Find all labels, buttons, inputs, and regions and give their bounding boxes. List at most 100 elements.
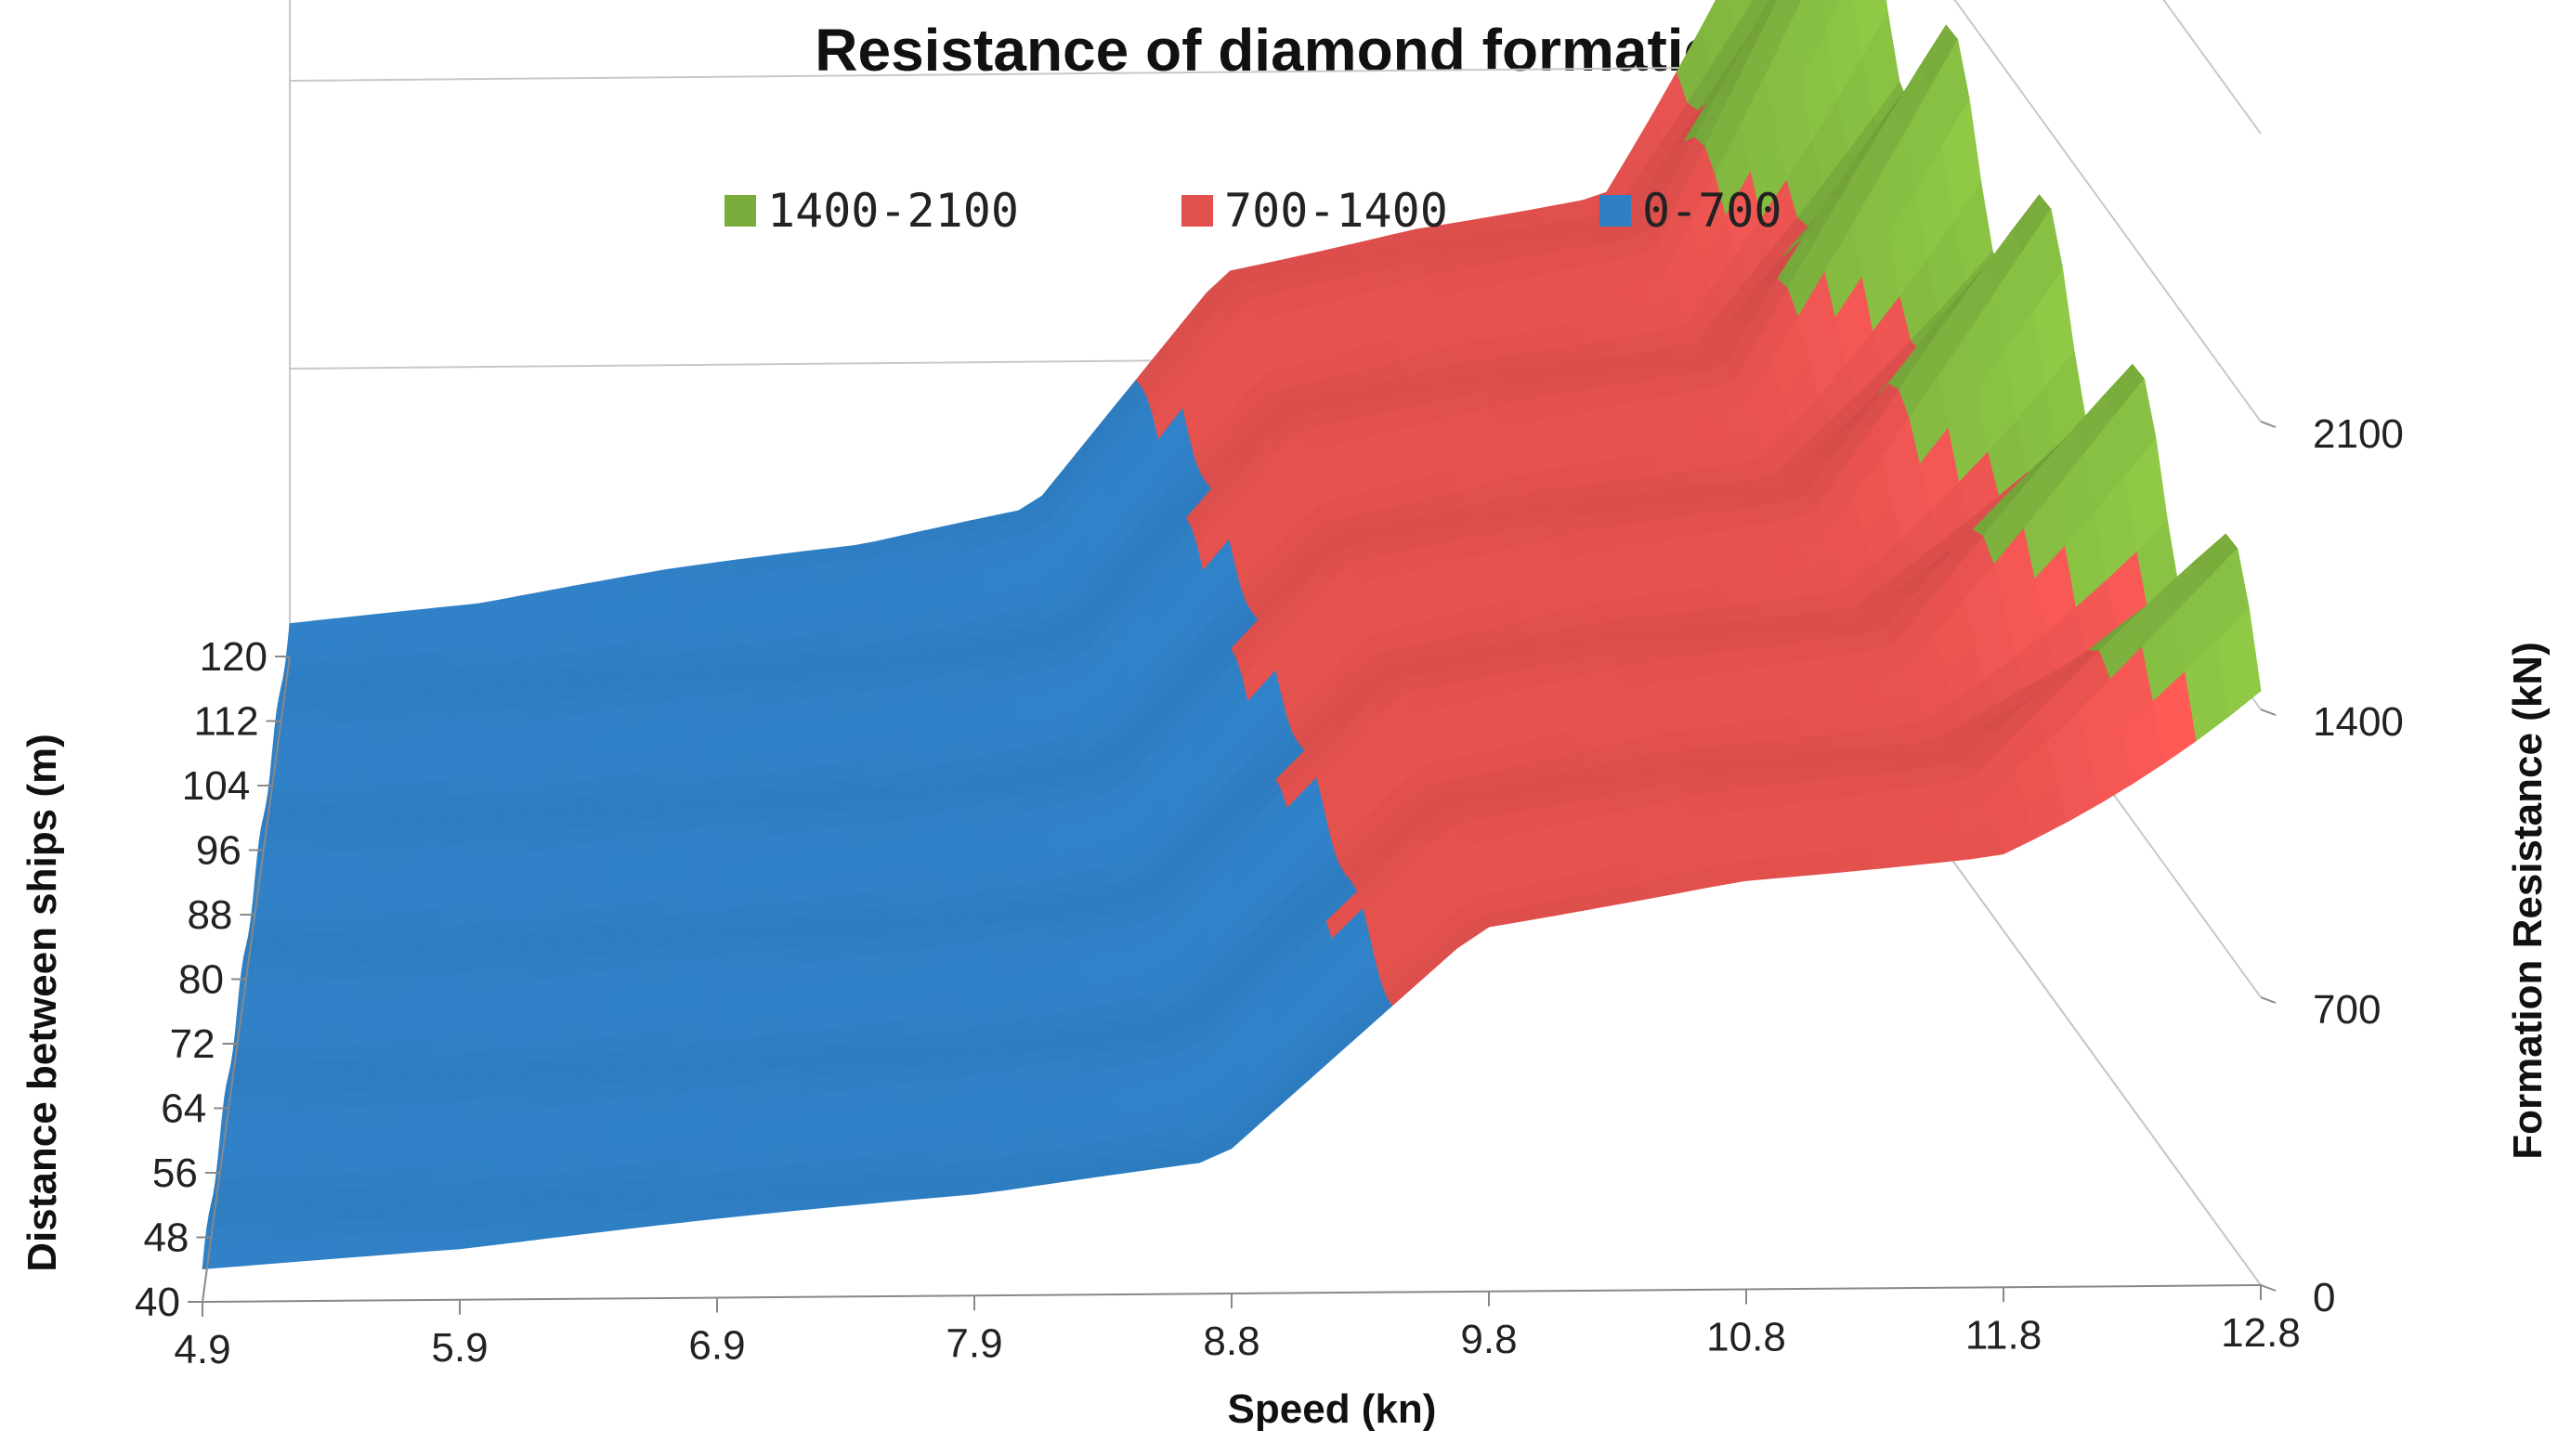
- surface-cell: [404, 630, 431, 656]
- surface-cell: [763, 591, 791, 621]
- surface-cell: [828, 870, 859, 898]
- surface-cell: [741, 836, 772, 864]
- surface-cell: [731, 753, 761, 778]
- surface-cell: [424, 700, 451, 719]
- surface-cell: [308, 1129, 343, 1156]
- surface-cell: [307, 1151, 341, 1176]
- surface-cell: [645, 635, 672, 659]
- surface-cell: [224, 1084, 257, 1099]
- surface-cell: [382, 610, 409, 637]
- surface-cell: [313, 813, 343, 826]
- surface-cell: [254, 1082, 287, 1098]
- surface-cell: [440, 924, 470, 940]
- surface-cell: [841, 625, 870, 648]
- surface-cell: [727, 993, 760, 1022]
- surface-cell: [633, 852, 662, 882]
- y-tick-label: 48: [143, 1216, 189, 1261]
- surface-cell: [640, 1006, 672, 1034]
- surface-cell: [338, 822, 368, 837]
- surface-cell: [413, 907, 443, 929]
- surface-cell: [617, 1162, 650, 1183]
- surface-cell: [324, 963, 356, 982]
- surface-cell: [611, 1010, 643, 1037]
- surface-cell: [428, 628, 454, 654]
- surface-cell: [390, 831, 419, 850]
- surface-cell: [387, 865, 418, 892]
- surface-cell: [355, 656, 382, 675]
- surface-cell: [717, 623, 745, 649]
- surface-cell: [263, 1005, 295, 1032]
- surface-cell: [416, 844, 445, 867]
- surface-cell: [829, 892, 862, 914]
- y-tick-label: 96: [196, 828, 241, 874]
- surface-cell: [245, 1156, 280, 1180]
- surface-cell: [727, 707, 757, 735]
- surface-cell: [729, 729, 759, 759]
- surface-cell: [646, 1112, 679, 1141]
- surface-cell: [357, 635, 384, 660]
- x-tick-label: 7.9: [946, 1320, 1002, 1366]
- surface-cell: [368, 1168, 401, 1189]
- surface-cell: [524, 612, 550, 641]
- surface-cell: [276, 696, 305, 712]
- surface-cell: [411, 939, 442, 951]
- surface-cell: [863, 1106, 898, 1136]
- surface-cell: [340, 812, 369, 825]
- surface-cell: [375, 1056, 408, 1072]
- surface-cell: [442, 861, 472, 888]
- surface-cell: [334, 1199, 369, 1211]
- surface-cell: [703, 734, 733, 762]
- surface-cell: [404, 1067, 437, 1080]
- surface-cell: [524, 635, 550, 660]
- legend: 1400-2100 700-1400 0-700: [724, 184, 1782, 238]
- surface-cell: [500, 617, 526, 645]
- surface-cell: [639, 982, 671, 1011]
- surface-cell: [582, 1035, 614, 1057]
- surface-cell: [376, 682, 404, 695]
- surface-cell: [2216, 607, 2262, 718]
- surface-cell: [882, 862, 915, 890]
- surface-cell: [334, 615, 361, 642]
- surface-cell: [303, 1200, 337, 1212]
- surface-cell: [291, 789, 320, 807]
- surface-cell: [774, 900, 806, 919]
- surface-cell: [741, 1146, 776, 1171]
- surface-cell: [610, 986, 642, 1016]
- surface-cell: [930, 1144, 966, 1167]
- surface-cell: [714, 577, 741, 605]
- surface-cell: [783, 745, 813, 772]
- surface-cell: [714, 840, 745, 869]
- surface-cell: [332, 893, 362, 918]
- surface-cell: [426, 668, 453, 683]
- surface-cell: [755, 725, 785, 755]
- x-tick-label: 5.9: [431, 1325, 488, 1371]
- surface-cell: [620, 617, 646, 645]
- surface-cell: [832, 1110, 867, 1139]
- surface-cell: [266, 1239, 301, 1265]
- surface-cell: [524, 741, 551, 770]
- surface-cell: [278, 686, 307, 699]
- surface-cell: [788, 587, 816, 617]
- surface-cell: [279, 876, 309, 903]
- surface-cell: [447, 754, 475, 780]
- surface-cell: [383, 949, 413, 963]
- surface-cell: [341, 801, 371, 815]
- surface-cell: [277, 1154, 310, 1178]
- surface-cell: [317, 787, 346, 806]
- surface-cell: [450, 679, 476, 692]
- surface-cell: [366, 1198, 400, 1210]
- surface-cell: [322, 722, 350, 748]
- surface-cell: [427, 650, 454, 670]
- surface-cell: [285, 1072, 319, 1084]
- surface-cell: [555, 1169, 588, 1189]
- surface-cell: [697, 974, 729, 1003]
- surface-cell: [364, 821, 394, 836]
- surface-cell: [666, 584, 693, 614]
- surface-cell: [770, 854, 802, 884]
- surface-cell: [842, 1191, 879, 1206]
- surface-cell: [396, 1216, 430, 1235]
- surface-cell: [342, 1090, 375, 1110]
- surface-cell: [403, 652, 430, 672]
- surface-cell: [784, 962, 816, 990]
